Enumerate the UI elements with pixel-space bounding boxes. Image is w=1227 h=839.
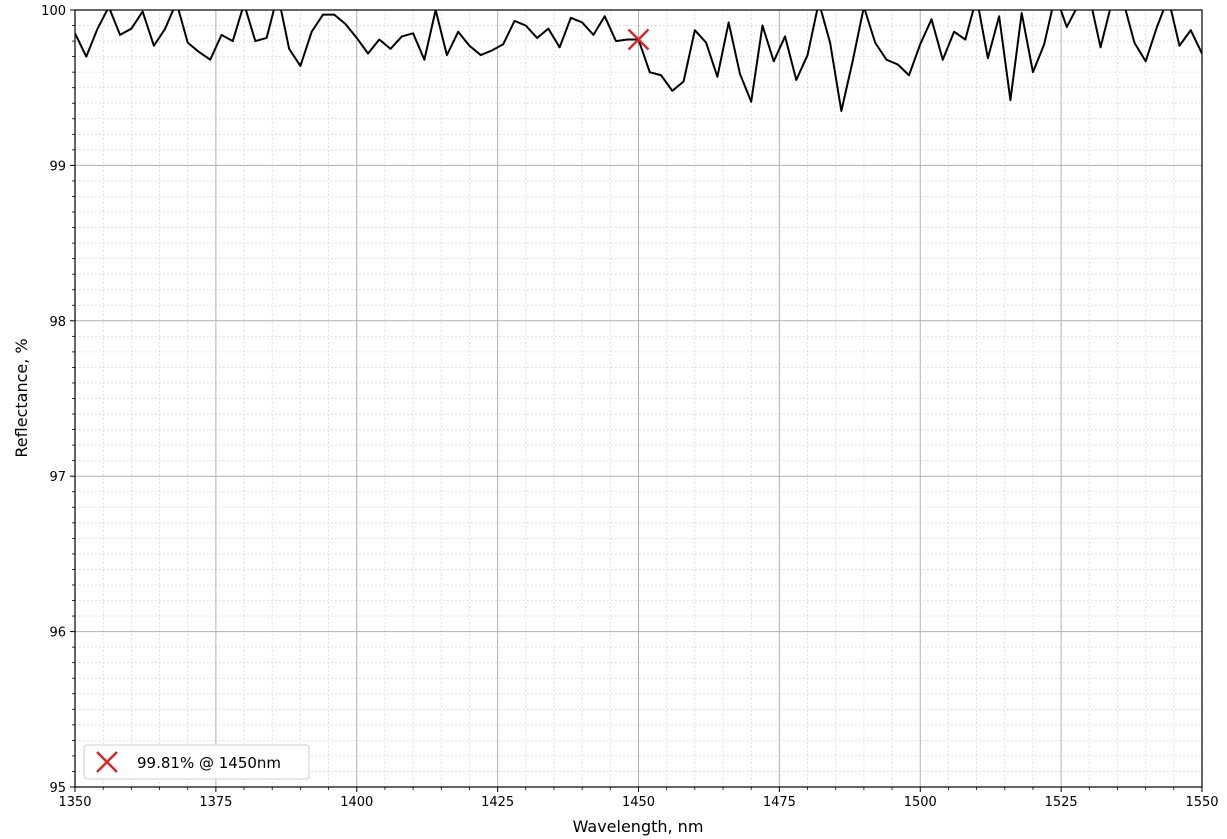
peak-marker — [627, 28, 650, 51]
y-tick-labels: 95 96 97 98 99 100 — [41, 4, 66, 796]
marker-stroke — [627, 28, 650, 51]
legend-label: 99.81% @ 1450nm — [137, 754, 281, 772]
x-tick-label: 1525 — [1045, 795, 1078, 810]
legend-x-marker-icon — [96, 751, 118, 773]
x-tick-label: 1475 — [763, 795, 796, 810]
major-grid — [75, 10, 1202, 787]
y-tick-label: 98 — [49, 315, 66, 330]
y-tick-label: 100 — [41, 4, 66, 19]
legend-marker-stroke — [96, 751, 118, 773]
x-tick-label: 1400 — [340, 795, 373, 810]
legend: 99.81% @ 1450nm — [83, 744, 310, 780]
y-tick-label: 97 — [49, 470, 66, 485]
x-tick-label: 1350 — [58, 795, 91, 810]
x-tick-label: 1550 — [1185, 795, 1218, 810]
x-tick-label: 1500 — [904, 795, 937, 810]
minor-grid — [75, 10, 1202, 787]
x-tick-label: 1450 — [622, 795, 655, 810]
y-axis-title: Reflectance, % — [12, 338, 31, 457]
x-tick-label: 1425 — [481, 795, 514, 810]
x-tick-label: 1375 — [199, 795, 232, 810]
x-axis-title: Wavelength, nm — [573, 817, 704, 836]
x-tick-labels: 1350 1375 1400 1425 1450 1475 1500 1525 1550 — [58, 795, 1218, 810]
legend-box — [83, 744, 310, 780]
axis-ticks — [70, 9, 1203, 792]
y-tick-label: 96 — [49, 626, 66, 641]
y-tick-label: 99 — [49, 159, 66, 174]
y-tick-label: 95 — [49, 781, 66, 796]
plot-area — [75, 10, 1202, 113]
